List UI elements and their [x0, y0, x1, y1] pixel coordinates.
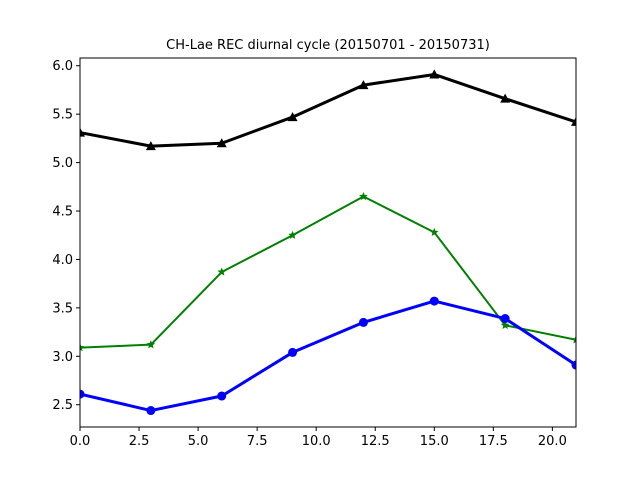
y-tick-label: 3.5	[52, 301, 73, 316]
data-point	[500, 314, 510, 324]
series-2-line	[80, 195, 576, 349]
data-point	[500, 320, 510, 329]
y-tick-label: 5.0	[52, 156, 73, 171]
data-point	[571, 116, 576, 126]
data-point	[429, 69, 440, 79]
y-tick-label: 6.0	[52, 59, 73, 74]
data-point	[146, 340, 156, 349]
series-1-line	[80, 72, 576, 148]
y-tick-label: 4.5	[52, 205, 73, 220]
data-point	[429, 296, 439, 306]
data-point	[287, 112, 298, 122]
data-point	[430, 227, 439, 236]
data-point	[217, 267, 226, 276]
data-point	[80, 389, 85, 399]
data-point	[80, 127, 85, 137]
data-point	[217, 391, 227, 401]
axes-frame	[79, 57, 577, 428]
data-point	[80, 343, 85, 352]
x-tick-label: 5.0	[188, 434, 209, 449]
x-axis: 0.0 2.5 5.0 7.5 10.0 12.5 15.0 17.5 20.0	[70, 427, 567, 449]
plot-area	[80, 69, 576, 416]
y-tick-label: 2.5	[52, 398, 73, 413]
x-tick-label: 10.0	[302, 434, 331, 449]
data-point	[571, 335, 576, 344]
series-3	[80, 296, 576, 416]
x-tick-label: 2.5	[129, 434, 150, 449]
data-point	[145, 141, 156, 151]
data-point	[571, 360, 576, 370]
x-tick-label: 0.0	[70, 434, 91, 449]
series-1	[80, 69, 576, 151]
y-tick-label: 5.5	[52, 108, 73, 123]
y-tick-label: 4.0	[52, 253, 73, 268]
x-tick-label: 7.5	[247, 434, 268, 449]
series-3-line	[80, 299, 576, 413]
chart-title: CH-Lae REC diurnal cycle (20150701 - 201…	[166, 38, 490, 53]
series-2	[80, 192, 576, 352]
data-point	[288, 347, 298, 357]
x-tick-label: 12.5	[361, 434, 390, 449]
x-tick-label: 20.0	[538, 434, 567, 449]
y-tick-label: 3.0	[52, 350, 73, 365]
x-tick-label: 15.0	[420, 434, 449, 449]
data-point	[216, 138, 227, 148]
data-point	[359, 192, 368, 201]
y-axis: 2.5 3.0 3.5 4.0 4.5 5.0 5.5 6.0	[52, 59, 80, 413]
data-point	[358, 80, 369, 90]
data-point	[146, 406, 156, 416]
data-point	[288, 230, 297, 239]
data-point	[500, 93, 511, 103]
x-tick-label: 17.5	[479, 434, 508, 449]
data-point	[358, 317, 368, 327]
